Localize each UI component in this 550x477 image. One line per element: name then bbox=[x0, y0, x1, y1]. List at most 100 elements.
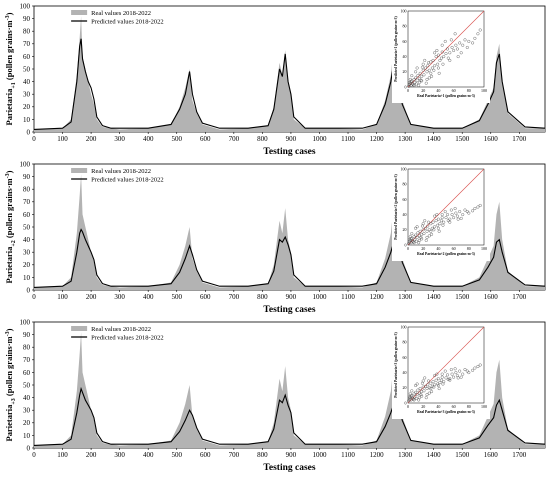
x-tick-label-800: 800 bbox=[257, 135, 268, 143]
inset-point bbox=[441, 62, 445, 66]
inset-point bbox=[434, 378, 438, 382]
inset-point bbox=[429, 222, 433, 226]
inset-point bbox=[424, 396, 428, 400]
y-tick-label-70: 70 bbox=[23, 356, 31, 364]
x-tick-label-1200: 1200 bbox=[370, 135, 385, 143]
inset-point bbox=[440, 50, 444, 54]
inset-point bbox=[473, 366, 477, 370]
x-tick-label-1100: 1100 bbox=[341, 451, 355, 459]
inset-point bbox=[420, 237, 424, 241]
x-tick-label-300: 300 bbox=[114, 451, 125, 459]
x-tick-label-400: 400 bbox=[143, 135, 154, 143]
legend-label-real: Real values 2018-2022 bbox=[91, 326, 151, 333]
inset-x-tick-40: 40 bbox=[436, 88, 440, 93]
y-tick-label-80: 80 bbox=[23, 186, 31, 194]
inset-point bbox=[446, 377, 450, 381]
real-values-area bbox=[34, 16, 545, 132]
x-axis-label: Testing cases bbox=[263, 463, 315, 473]
inset-point bbox=[427, 386, 431, 390]
x-tick-label-200: 200 bbox=[86, 135, 97, 143]
inset-point bbox=[437, 229, 441, 233]
legend-label-real: Real values 2018-2022 bbox=[91, 168, 151, 175]
inset-x-tick-0: 0 bbox=[407, 246, 409, 251]
inset-reference-line bbox=[407, 168, 485, 246]
x-tick-label-700: 700 bbox=[229, 451, 240, 459]
inset-point bbox=[412, 84, 416, 87]
y-tick-label-100: 100 bbox=[20, 2, 31, 10]
inset-point bbox=[448, 58, 452, 62]
inset-point bbox=[448, 220, 452, 224]
inset-point bbox=[443, 39, 447, 43]
y-tick-label-80: 80 bbox=[23, 28, 31, 36]
y-tick-label-100: 100 bbox=[20, 318, 31, 326]
inset-point bbox=[410, 79, 414, 83]
inset-point bbox=[408, 397, 411, 401]
inset-point bbox=[442, 55, 446, 59]
inset-point bbox=[424, 66, 427, 70]
inset-point bbox=[426, 64, 430, 68]
inset-point bbox=[427, 391, 431, 395]
x-tick-label-1700: 1700 bbox=[512, 293, 527, 301]
inset-point bbox=[409, 394, 413, 398]
inset-point bbox=[456, 55, 460, 59]
inset-y-label: Predicted Parietaria+1 (pollen grains·m-… bbox=[394, 16, 398, 82]
inset-point bbox=[436, 382, 440, 386]
x-tick-label-1000: 1000 bbox=[312, 293, 327, 301]
inset-point bbox=[408, 395, 411, 399]
inset-point bbox=[431, 58, 435, 62]
inset-x-tick-20: 20 bbox=[421, 404, 425, 409]
y-tick-label-20: 20 bbox=[23, 103, 31, 111]
inset-point bbox=[440, 372, 444, 376]
inset-point bbox=[427, 68, 431, 72]
inset-point bbox=[436, 384, 440, 387]
inset-point bbox=[424, 226, 427, 230]
inset-point bbox=[453, 367, 457, 371]
inset-point bbox=[449, 208, 453, 212]
inset-point bbox=[456, 376, 460, 380]
inset-point bbox=[418, 71, 422, 75]
inset-point bbox=[427, 61, 430, 65]
inset-point bbox=[436, 217, 440, 221]
inset-point bbox=[446, 373, 449, 377]
inset-y-label: Predicted Parietaria+2 (pollen grains·m-… bbox=[394, 174, 398, 240]
inset-point bbox=[414, 76, 418, 80]
inset-point bbox=[439, 56, 443, 60]
x-tick-label-1100: 1100 bbox=[341, 293, 355, 301]
inset-point bbox=[423, 376, 427, 380]
inset-y-tick-100: 100 bbox=[401, 324, 407, 329]
inset-point bbox=[458, 210, 462, 214]
x-tick-label-100: 100 bbox=[57, 451, 68, 459]
inset-point bbox=[415, 225, 419, 229]
inset-y-tick-0: 0 bbox=[405, 400, 407, 405]
inset-x-label: Real Parietaria+3 (pollen grains·m-3) bbox=[417, 410, 475, 414]
inset-point bbox=[454, 211, 458, 215]
inset-point bbox=[408, 83, 411, 87]
x-tick-label-1600: 1600 bbox=[484, 135, 499, 143]
inset-point bbox=[424, 81, 428, 85]
inset-y-tick-80: 80 bbox=[403, 24, 407, 29]
inset-point bbox=[438, 58, 442, 62]
inset-point bbox=[419, 78, 423, 82]
y-tick-label-40: 40 bbox=[23, 78, 31, 86]
inset-point bbox=[444, 52, 448, 56]
y-axis-label: Parietaria+2 (pollen grains·m-3) bbox=[4, 170, 17, 283]
x-tick-label-800: 800 bbox=[257, 293, 268, 301]
inset-point bbox=[455, 214, 459, 218]
x-tick-label-0: 0 bbox=[32, 135, 36, 143]
inset-point bbox=[471, 209, 475, 213]
x-tick-label-1300: 1300 bbox=[398, 293, 413, 301]
inset-reference-line bbox=[407, 10, 485, 88]
inset-point bbox=[458, 369, 462, 373]
y-tick-label-60: 60 bbox=[23, 369, 31, 377]
inset-point bbox=[467, 371, 471, 375]
inset-point bbox=[471, 41, 475, 45]
y-tick-label-70: 70 bbox=[23, 198, 31, 206]
y-tick-label-30: 30 bbox=[23, 91, 31, 99]
inset-point bbox=[476, 32, 480, 36]
y-tick-label-0: 0 bbox=[27, 286, 31, 294]
y-tick-label-10: 10 bbox=[23, 274, 31, 282]
inset-point bbox=[430, 390, 434, 394]
inset-point bbox=[417, 80, 421, 84]
x-tick-label-500: 500 bbox=[171, 293, 182, 301]
